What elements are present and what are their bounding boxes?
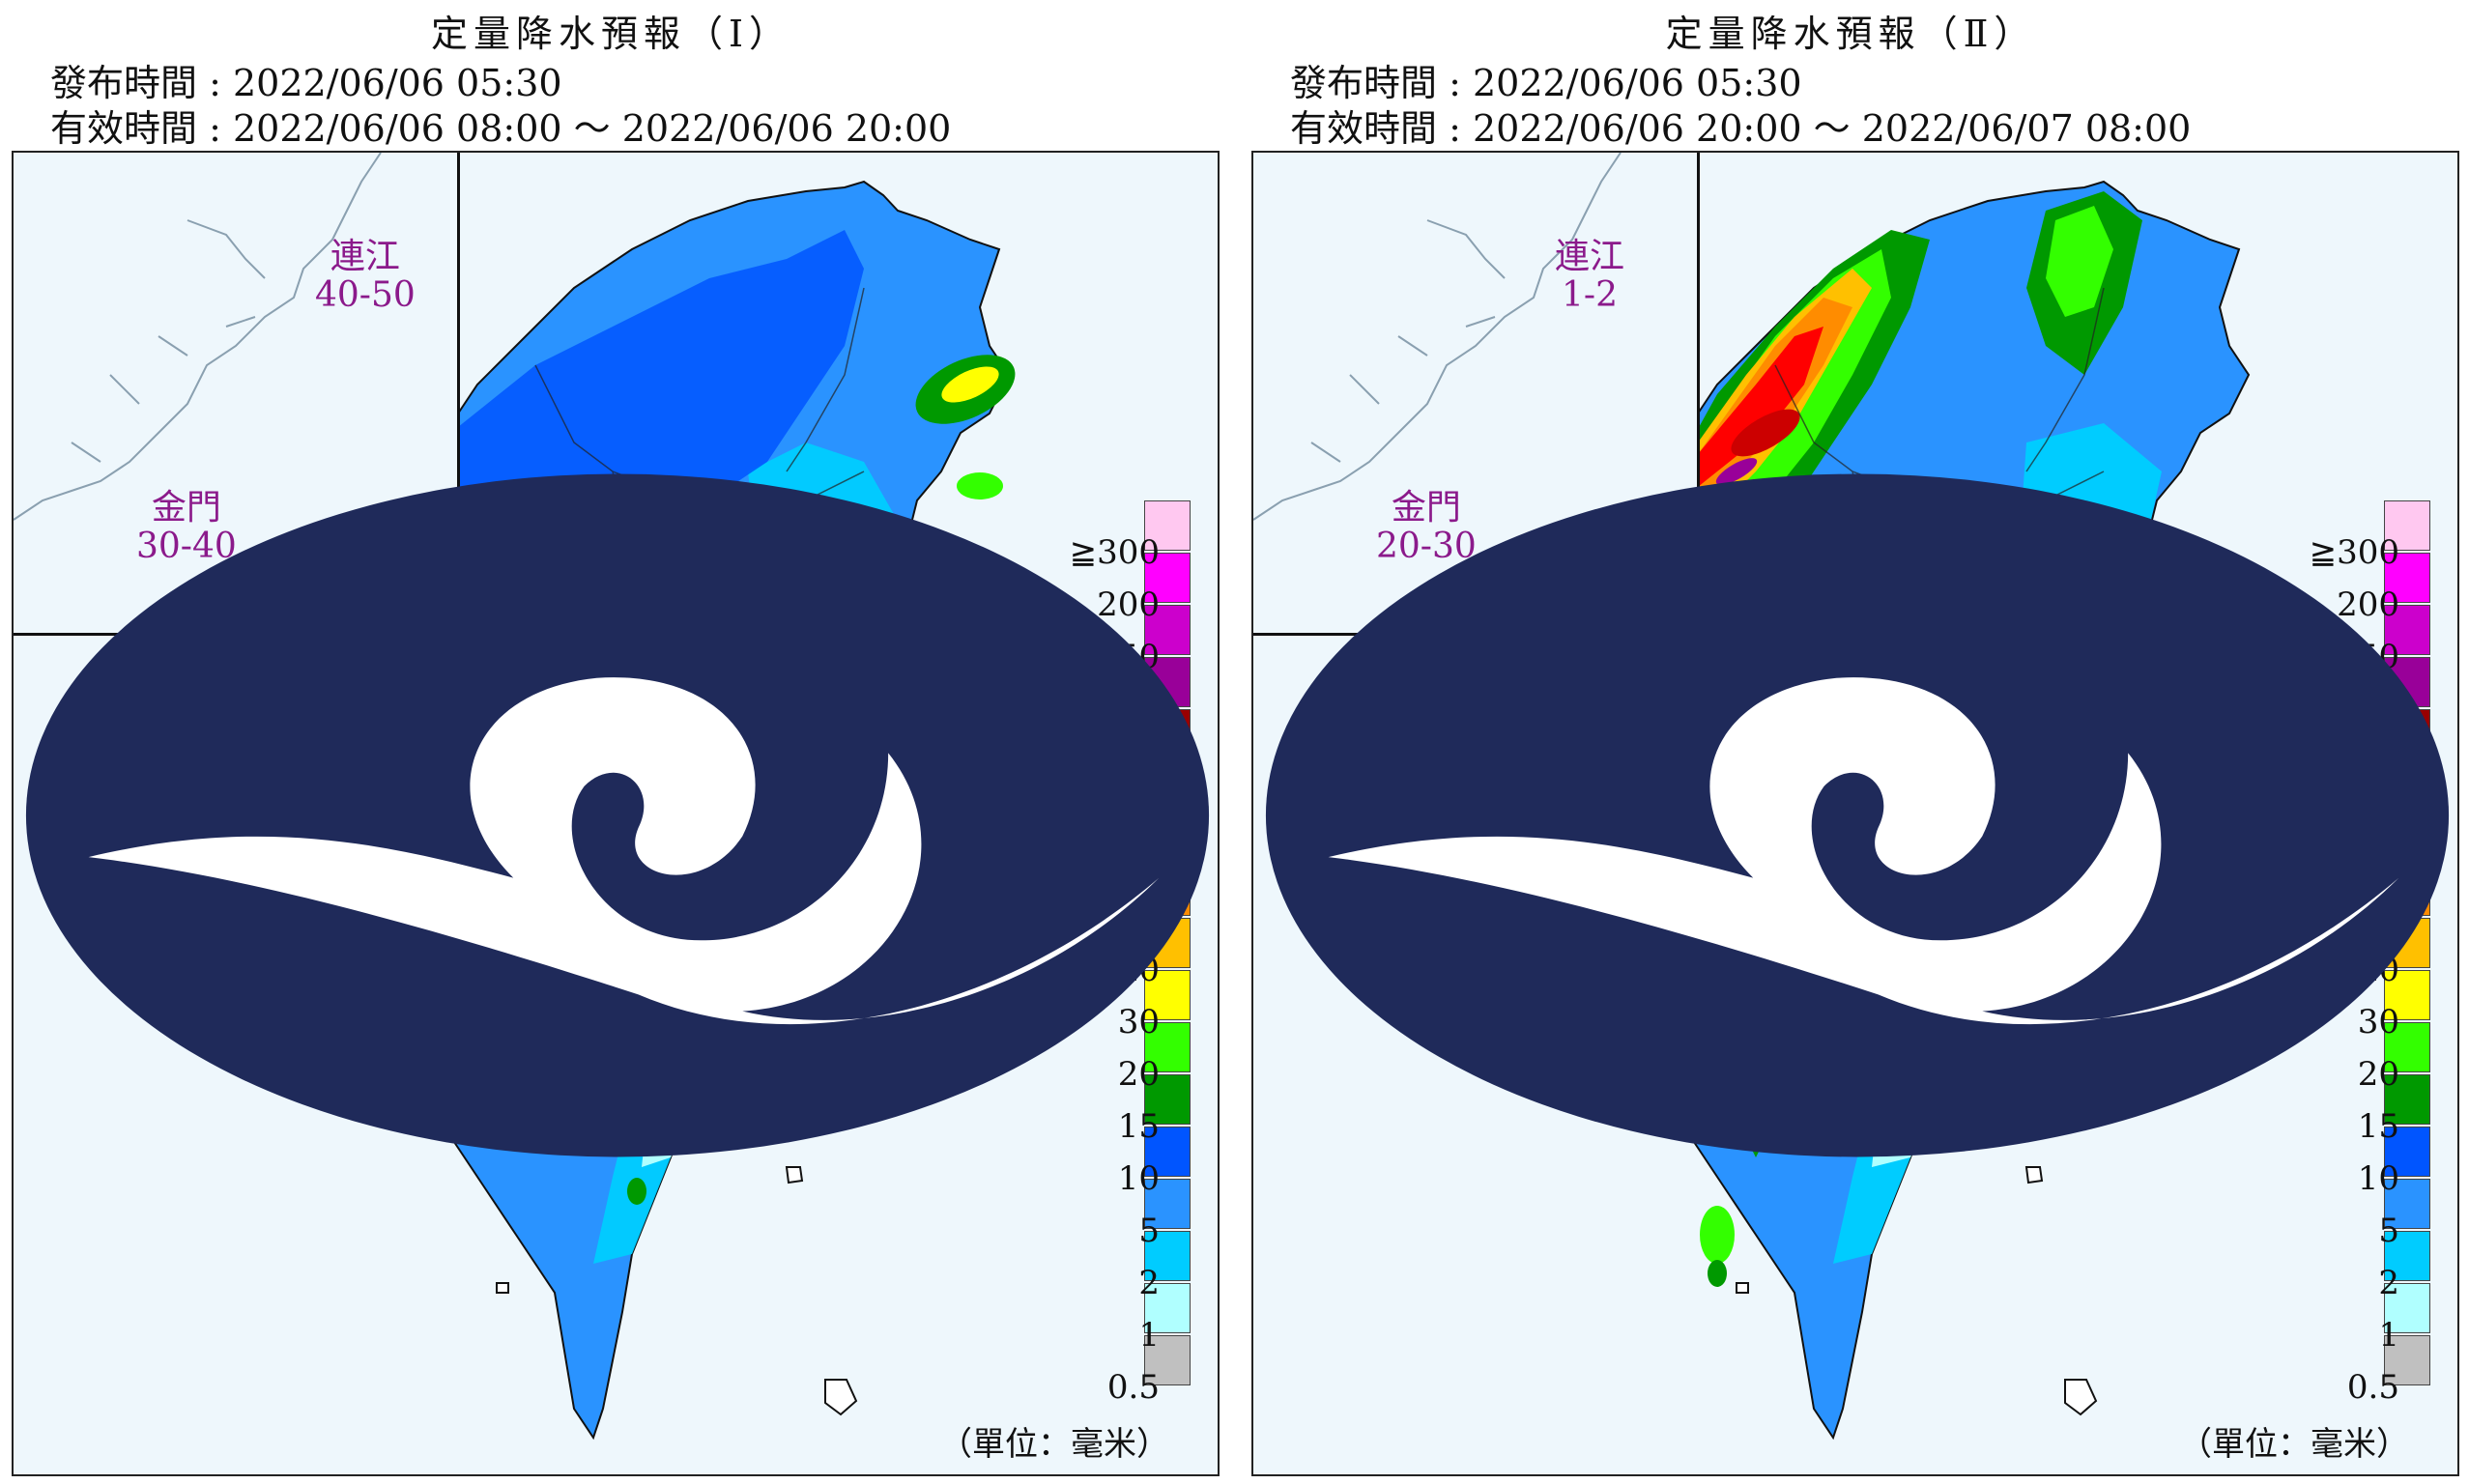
legend-swatch: [1144, 1231, 1191, 1281]
forecast-panel-2: 定量降水預報（Ⅱ） 發布時間 : 2022/06/06 05:30 有效時間 :…: [1240, 0, 2462, 1484]
coastline-inset: [1253, 153, 1622, 521]
legend-swatch: [2384, 500, 2430, 551]
legend-tick-label: 10: [2357, 1159, 2399, 1198]
rainfall-map[interactable]: 連江 1-2 金門 20-30 澎湖 15-20 ≧30020015013011…: [1251, 151, 2459, 1476]
legend-swatch: [2384, 1179, 2430, 1229]
legend-tick-label: ≧300: [1069, 533, 1160, 572]
region-kinmen: 金門 20-30: [1376, 489, 1477, 566]
legend-swatch: [2384, 1335, 2430, 1385]
legend-tick-label: 15: [1117, 1107, 1160, 1146]
legend-swatch: [1144, 1022, 1191, 1072]
panel-title: 定量降水預報（Ⅰ）: [430, 13, 791, 55]
legend-tick-label: 200: [1097, 585, 1160, 624]
panel-title: 定量降水預報（Ⅱ）: [1665, 13, 2037, 55]
legend-swatch: [2384, 1283, 2430, 1333]
legend-unit: （單位：毫米）: [939, 1425, 1169, 1464]
legend-swatch: [2384, 553, 2430, 603]
legend-swatch: [2384, 1022, 2430, 1072]
legend-swatch: [1144, 970, 1191, 1020]
legend-swatch: [2384, 605, 2430, 655]
legend-swatch: [2384, 1074, 2430, 1125]
region-kinmen: 金門 30-40: [136, 489, 237, 566]
region-name: 金門: [151, 488, 221, 528]
forecast-panel-1: 定量降水預報（Ⅰ） 發布時間 : 2022/06/06 05:30 有效時間 :…: [0, 0, 1222, 1484]
legend-swatch: [1144, 1074, 1191, 1125]
legend-swatch: [1144, 1127, 1191, 1177]
legend-tick-label: 1: [1138, 1316, 1160, 1355]
legend-tick-label: 2: [1138, 1264, 1160, 1302]
legend-swatch: [2384, 1231, 2430, 1281]
cwb-logo-icon: [1265, 473, 2450, 1157]
legend-tick-label: 30: [1117, 1003, 1160, 1042]
legend-tick-label: 20: [1117, 1055, 1160, 1094]
legend-swatch: [2384, 1127, 2430, 1177]
legend-swatch: [1144, 605, 1191, 655]
legend-tick-label: 15: [2357, 1107, 2399, 1146]
legend-unit: （單位：毫米）: [2179, 1425, 2409, 1464]
region-lienchiang: 連江 1-2: [1555, 238, 1624, 315]
region-lienchiang: 連江 40-50: [315, 238, 416, 315]
legend-swatch: [1144, 1283, 1191, 1333]
legend-swatch: [1144, 553, 1191, 603]
legend-tick-label: 5: [2378, 1212, 2399, 1250]
issue-time: 發布時間 : 2022/06/06 05:30: [1290, 62, 1802, 104]
legend-tick-label: 0.5: [2346, 1368, 2399, 1407]
region-value: 40-50: [315, 275, 416, 315]
legend-tick-label: ≧300: [2309, 533, 2399, 572]
region-name: 連江: [1555, 237, 1625, 276]
region-name: 金門: [1391, 488, 1461, 528]
legend-swatch: [2384, 970, 2430, 1020]
legend-tick-label: 30: [2357, 1003, 2399, 1042]
legend-tick-label: 0.5: [1106, 1368, 1160, 1407]
legend-swatch: [1144, 1335, 1191, 1385]
legend-swatch: [1144, 1179, 1191, 1229]
legend-tick-label: 1: [2378, 1316, 2399, 1355]
region-value: 30-40: [136, 527, 237, 566]
region-value: 1-2: [1562, 275, 1618, 315]
region-name: 連江: [330, 237, 400, 276]
legend-swatch: [1144, 500, 1191, 551]
legend-tick-label: 200: [2337, 585, 2399, 624]
rainfall-map[interactable]: 連江 40-50 金門 30-40 澎湖 2-5 ≧30020015013011…: [12, 151, 1220, 1476]
legend-tick-label: 20: [2357, 1055, 2399, 1094]
valid-time: 有效時間 : 2022/06/06 20:00 ～ 2022/06/07 08:…: [1290, 107, 2192, 150]
legend-tick-label: 5: [1138, 1212, 1160, 1250]
legend-tick-label: 2: [2378, 1264, 2399, 1302]
cwb-logo-icon: [25, 473, 1210, 1157]
region-value: 20-30: [1376, 527, 1477, 566]
coastline-inset: [14, 153, 382, 521]
legend-tick-label: 10: [1117, 1159, 1160, 1198]
valid-time: 有效時間 : 2022/06/06 08:00 ～ 2022/06/06 20:…: [50, 107, 952, 150]
issue-time: 發布時間 : 2022/06/06 05:30: [50, 62, 562, 104]
